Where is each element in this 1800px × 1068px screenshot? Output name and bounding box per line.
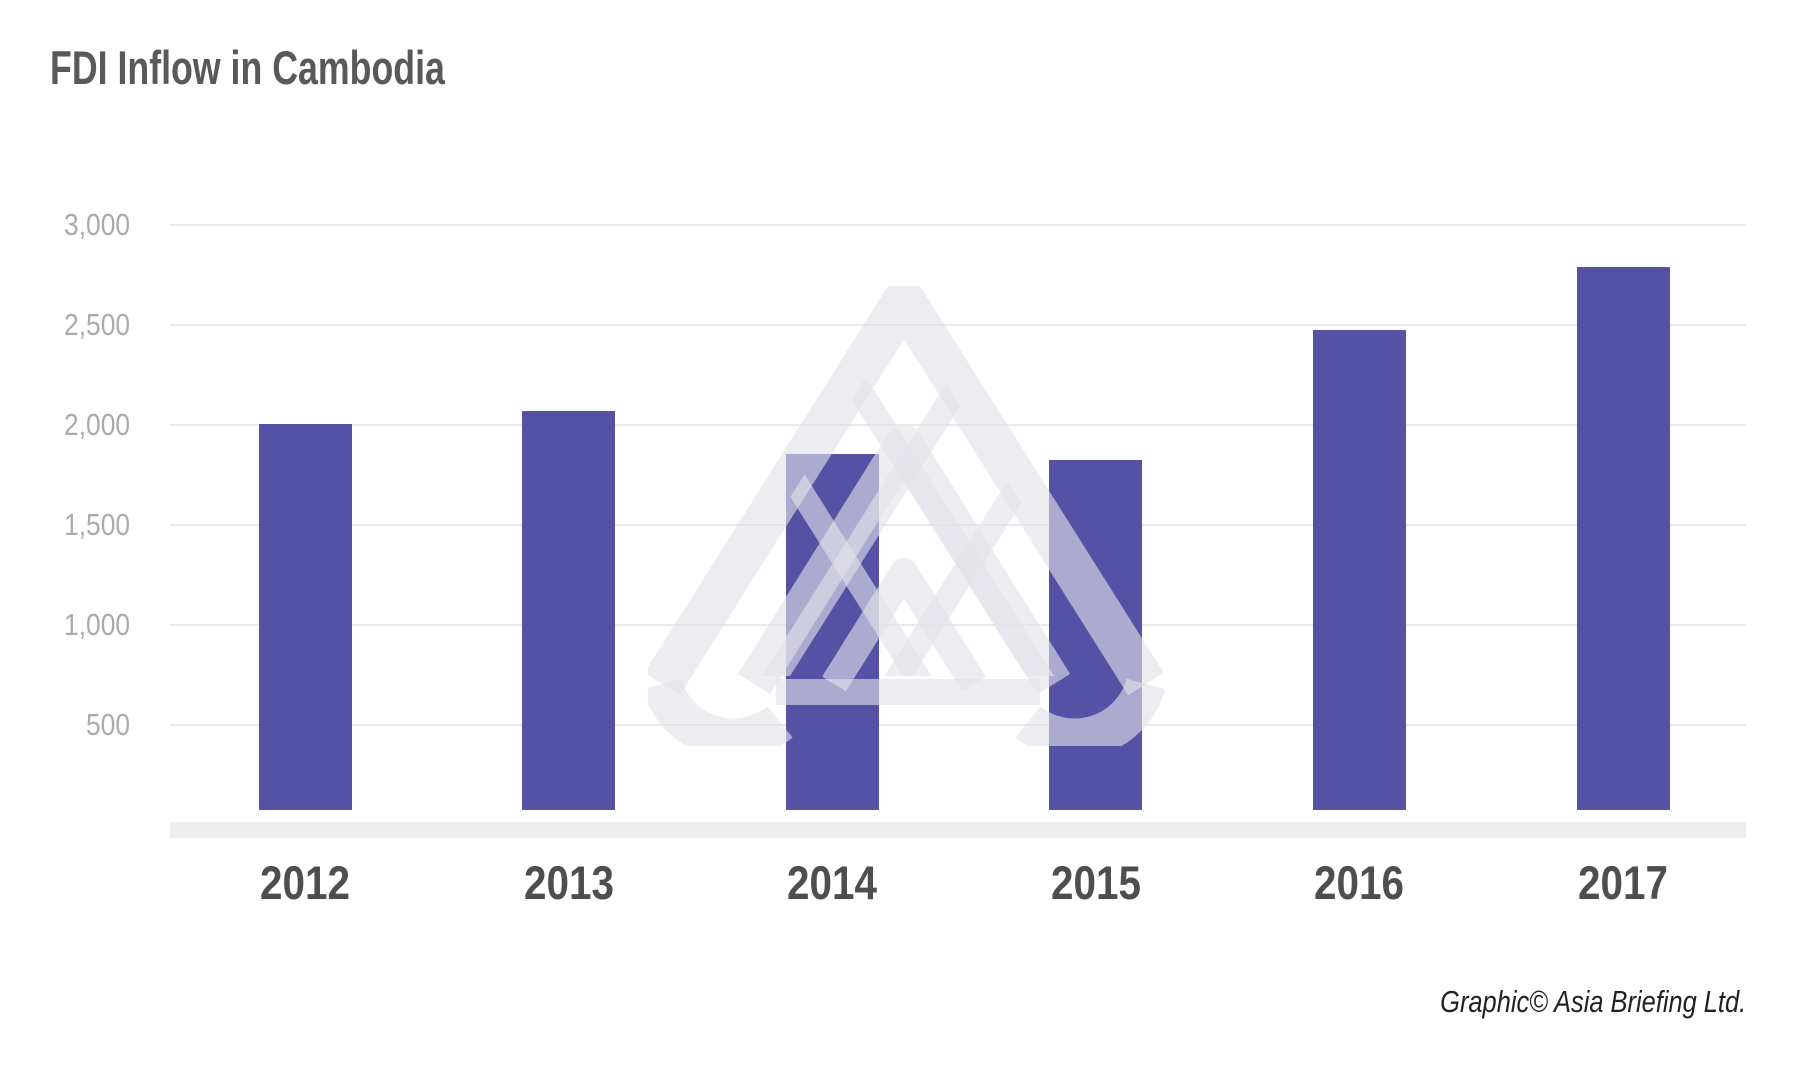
bar-2014 [785,454,879,810]
y-tick-label: 2,000 [64,407,130,442]
y-tick-label: 3,000 [64,207,130,242]
y-tick-label: 1,000 [64,607,130,642]
x-tick-label-2017: 2017 [1578,856,1668,909]
bar-2013 [522,411,616,810]
y-tick-label: 500 [86,707,130,742]
x-axis-baseline [170,822,1746,838]
bar-2012 [258,424,352,810]
bar-2016 [1312,329,1406,810]
y-tick-label: 2,500 [64,307,130,342]
x-tick-label-2016: 2016 [1314,856,1405,909]
x-tick-label-2015: 2015 [1050,856,1141,909]
x-tick-label-2013: 2013 [523,856,614,909]
gridline-500 [170,724,1746,726]
gridline-3000 [170,224,1746,226]
chart-title: FDI Inflow in Cambodia [50,41,445,94]
copyright-attribution: Graphic© Asia Briefing Ltd. [1439,984,1746,1019]
x-tick-label-2014: 2014 [787,856,878,909]
bar-2017 [1576,267,1670,810]
bar-2015 [1049,460,1143,810]
gridline-1000 [170,624,1746,626]
gridline-1500 [170,524,1746,526]
gridline-2000 [170,424,1746,426]
x-tick-label-2012: 2012 [260,856,350,909]
y-tick-label: 1,500 [64,507,130,542]
gridline-2500 [170,324,1746,326]
